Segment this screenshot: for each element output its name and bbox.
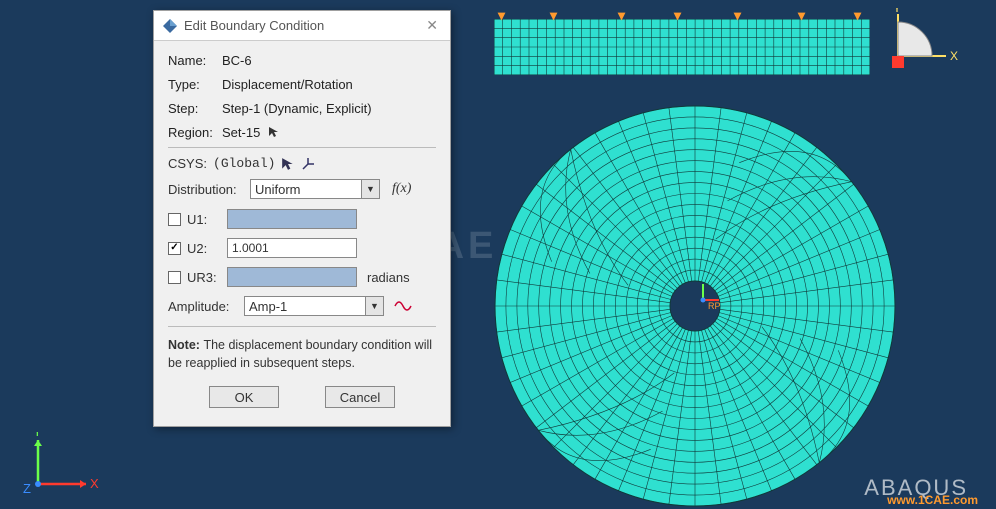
region-value[interactable]: Set-15 (222, 125, 260, 140)
ok-button[interactable]: OK (209, 386, 279, 408)
cancel-button[interactable]: Cancel (325, 386, 395, 408)
ur3-units: radians (367, 270, 410, 285)
axis-x-label: X (90, 476, 99, 491)
u2-field[interactable]: 1.0001 (227, 238, 357, 258)
csys-value: (Global) (213, 156, 275, 171)
ur3-label: UR3: (187, 270, 221, 285)
region-label: Region: (168, 125, 222, 140)
app-icon (162, 18, 178, 34)
bc-marker: ▾ (498, 7, 505, 24)
pick-cursor-icon[interactable] (281, 157, 295, 171)
amplitude-combo[interactable]: Amp-1▼ (244, 296, 384, 316)
note-text: Note: The displacement boundary conditio… (168, 337, 436, 372)
type-label: Type: (168, 77, 222, 92)
pick-cursor-icon[interactable] (268, 126, 280, 138)
beam-mesh: ▾▾▾▾▾▾▾ (494, 19, 870, 75)
datum-icon[interactable] (301, 157, 315, 171)
bc-marker: ▾ (674, 7, 681, 24)
svg-text:X: X (950, 49, 958, 63)
u1-field[interactable] (227, 209, 357, 229)
view-cube[interactable]: X Y (888, 8, 964, 77)
fx-icon[interactable]: f(x) (392, 181, 411, 197)
chevron-down-icon: ▼ (361, 180, 379, 198)
ur3-field[interactable] (227, 267, 357, 287)
csys-triad-model: RP (683, 280, 723, 323)
axis-y-label: Y (33, 432, 42, 439)
bc-marker: ▾ (734, 7, 741, 24)
ur3-checkbox[interactable] (168, 271, 181, 284)
u2-label: U2: (187, 241, 221, 256)
u1-label: U1: (187, 212, 221, 227)
name-label: Name: (168, 53, 222, 68)
amplitude-curve-icon[interactable] (394, 298, 412, 314)
distribution-label: Distribution: (168, 182, 246, 197)
svg-text:RP: RP (708, 301, 721, 311)
u1-checkbox[interactable] (168, 213, 181, 226)
edit-bc-dialog: Edit Boundary Condition ✕ Name:BC-6 Type… (153, 10, 451, 427)
bc-marker: ▾ (798, 7, 805, 24)
amplitude-label: Amplitude: (168, 299, 240, 314)
u2-checkbox[interactable] (168, 242, 181, 255)
csys-label: CSYS: (168, 156, 207, 171)
chevron-down-icon: ▼ (365, 297, 383, 315)
svg-text:Y: Y (893, 8, 901, 15)
site-url: www.1CAE.com (887, 493, 978, 507)
bc-marker: ▾ (618, 7, 625, 24)
bc-marker: ▾ (550, 7, 557, 24)
dialog-titlebar[interactable]: Edit Boundary Condition ✕ (154, 11, 450, 41)
viewport: ▾▾▾▾▾▾▾ RP X Y Z (0, 0, 996, 509)
view-triad: X Y Z (20, 432, 100, 505)
step-value: Step-1 (Dynamic, Explicit) (222, 101, 372, 116)
type-value: Displacement/Rotation (222, 77, 353, 92)
distribution-combo[interactable]: Uniform▼ (250, 179, 380, 199)
bc-marker: ▾ (854, 7, 861, 24)
step-label: Step: (168, 101, 222, 116)
dialog-title: Edit Boundary Condition (184, 18, 422, 33)
close-icon[interactable]: ✕ (422, 17, 442, 34)
name-value: BC-6 (222, 53, 252, 68)
axis-z-label: Z (23, 481, 31, 496)
